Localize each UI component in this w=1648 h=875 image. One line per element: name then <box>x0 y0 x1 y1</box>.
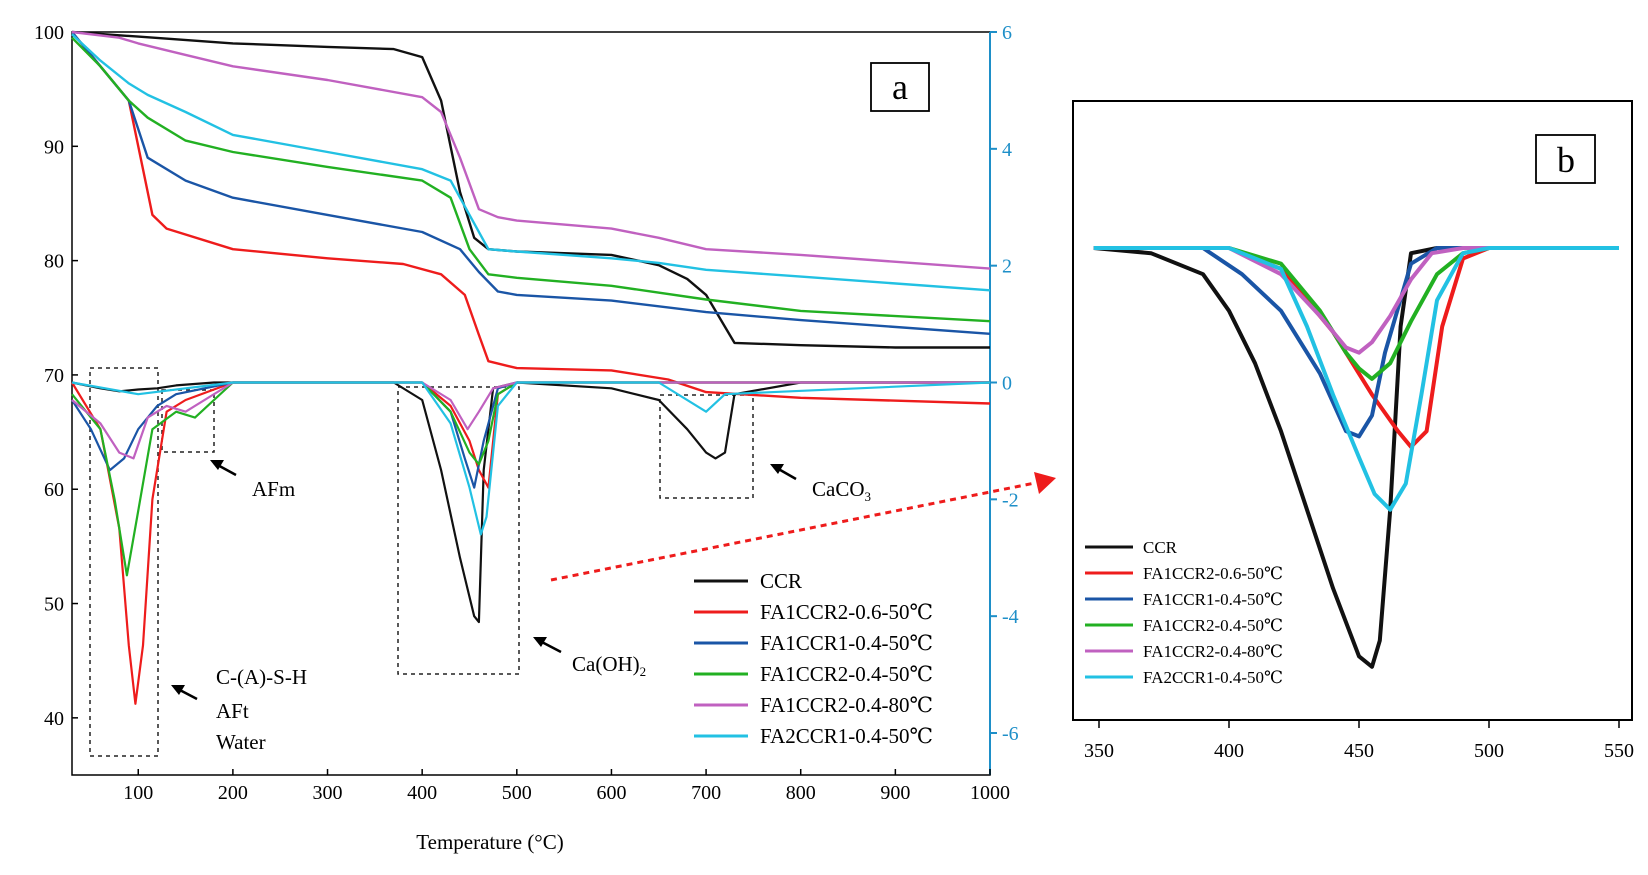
panel-a-legend: CCR FA1CCR2-0.6-50℃ FA1CCR1-0.4-50℃ FA1CCR2… <box>694 569 933 748</box>
panel-b-curves <box>1093 246 1619 669</box>
annotation-caco3-text: CaCO <box>812 477 865 501</box>
b-x-tick-label-450: 450 <box>1344 740 1374 762</box>
annotation-box-caoh2 <box>397 386 520 675</box>
a-y-tick-label-left-90: 90 <box>44 136 64 158</box>
panel-a-y-ticks-right: -6 -4 -2 0 2 4 6 <box>990 22 1019 745</box>
annotation-box-caco3 <box>659 394 754 499</box>
arrow-caoh2-head <box>533 637 547 647</box>
panel-b: 350 400 450 500 550 b CCR FA1CCR2-0.6-50℃ FA1C… <box>1072 100 1634 762</box>
a-x-tick-label-100: 100 <box>123 782 153 804</box>
panel-a-x-axis-label: Temperature (°C) <box>416 830 563 854</box>
zoom-connector-line <box>550 481 1036 582</box>
b-x-tick-label-400: 400 <box>1214 740 1244 762</box>
b-x-tick-label-350: 350 <box>1084 740 1114 762</box>
a-legend-label-0: CCR <box>760 569 802 593</box>
arrow-afm-head <box>210 460 224 470</box>
b-legend-label-3: FA1CCR2-0.4-50℃ <box>1143 616 1283 635</box>
a-legend-label-3: FA1CCR2-0.4-50℃ <box>760 662 933 686</box>
b-x-tick-label-550: 550 <box>1604 740 1634 762</box>
a-y-tick-label-right-2: 2 <box>1002 256 1012 278</box>
annotation-csh: C-(A)-S-H <box>216 665 307 689</box>
panel-a-label-box <box>870 62 930 112</box>
a-x-tick-label-900: 900 <box>880 782 910 804</box>
a-y-tick-label-right--6: -6 <box>1002 723 1019 745</box>
a-y-tick-label-left-50: 50 <box>44 594 64 616</box>
b-legend-label-4: FA1CCR2-0.4-80℃ <box>1143 642 1283 661</box>
panel-a-tg-curves <box>71 30 991 405</box>
a-x-tick-label-1000: 1000 <box>970 782 1010 804</box>
annotation-caoh2-text: Ca(OH) <box>572 652 640 676</box>
tg-series-5-fa2ccr1-0-4-50 <box>71 33 991 292</box>
b-series-5-fa2ccr1-0-4-50 <box>1093 246 1619 512</box>
annotation-caoh2: Ca(OH)2 <box>572 652 646 679</box>
a-legend-label-1: FA1CCR2-0.6-50℃ <box>760 600 933 624</box>
a-legend-label-5: FA2CCR1-0.4-50℃ <box>760 724 933 748</box>
panel-a-x-ticks: 100 200 300 400 500 600 700 800 900 1000 <box>123 769 1010 804</box>
b-series-4-fa1ccr2-0-4-80 <box>1093 246 1619 355</box>
annotation-aft: AFt <box>216 699 249 723</box>
a-y-tick-label-left-80: 80 <box>44 251 64 273</box>
a-y-tick-label-right--4: -4 <box>1002 606 1019 628</box>
a-y-tick-label-left-40: 40 <box>44 708 64 730</box>
a-y-tick-label-right--2: -2 <box>1002 489 1019 511</box>
panel-b-label-box <box>1535 134 1596 184</box>
b-legend-label-1: FA1CCR2-0.6-50℃ <box>1143 564 1283 583</box>
panel-a-label: a <box>892 67 908 107</box>
panel-b-plot-frame <box>1072 100 1633 721</box>
annotation-afm: AFm <box>252 477 295 501</box>
a-legend-label-4: FA1CCR2-0.4-80℃ <box>760 693 933 717</box>
annotation-arrows <box>171 460 797 701</box>
panel-a: 100 200 300 400 500 600 700 800 900 1000 40506070… <box>34 22 1019 854</box>
a-x-tick-label-600: 600 <box>596 782 626 804</box>
a-x-tick-label-300: 300 <box>313 782 343 804</box>
a-legend-label-2: FA1CCR1-0.4-50℃ <box>760 631 933 655</box>
b-x-tick-label-500: 500 <box>1474 740 1504 762</box>
a-x-tick-label-700: 700 <box>691 782 721 804</box>
dtg-series-0-ccr <box>71 381 990 624</box>
a-x-tick-label-500: 500 <box>502 782 532 804</box>
tg-series-1-fa1ccr2-0-6-50 <box>71 31 991 405</box>
zoom-connector-head <box>1034 472 1056 494</box>
a-y-tick-label-right-6: 6 <box>1002 22 1012 44</box>
tg-series-3-fa1ccr2-0-4-50 <box>71 36 991 323</box>
a-x-tick-label-400: 400 <box>407 782 437 804</box>
panel-b-label: b <box>1557 140 1575 180</box>
panel-b-legend: CCR FA1CCR2-0.6-50℃ FA1CCR1-0.4-50℃ FA1CCR2… <box>1085 538 1283 687</box>
dtg-series-5-fa2ccr1-0-4-50 <box>71 381 991 536</box>
tg-series-2-fa1ccr1-0-4-50 <box>71 31 991 335</box>
dtg-series-1-fa1ccr2-0-6-50 <box>71 381 990 705</box>
arrow-csh-head <box>171 685 185 695</box>
a-y-tick-label-left-70: 70 <box>44 365 64 387</box>
annotation-box-afm <box>161 389 215 453</box>
b-legend-label-5: FA2CCR1-0.4-50℃ <box>1143 668 1283 687</box>
a-y-tick-label-left-60: 60 <box>44 479 64 501</box>
annotation-box-csh <box>89 367 159 757</box>
a-y-tick-label-right-4: 4 <box>1002 139 1012 161</box>
zoom-connector-arrow <box>550 472 1056 582</box>
b-legend-label-0: CCR <box>1143 538 1178 557</box>
annotation-caco3-subscript: 3 <box>865 489 872 504</box>
annotation-caco3: CaCO3 <box>812 477 871 504</box>
annotation-caoh2-subscript: 2 <box>640 664 647 679</box>
a-y-tick-label-right-0: 0 <box>1002 373 1012 395</box>
panel-a-y-ticks-left: 40 50 60 70 80 90 100 <box>34 22 78 730</box>
arrow-caco3-head <box>770 464 784 474</box>
a-y-tick-label-left-100: 100 <box>34 22 64 44</box>
b-legend-label-2: FA1CCR1-0.4-50℃ <box>1143 590 1283 609</box>
panel-a-dtg-curves <box>71 381 991 705</box>
b-series-2-fa1ccr1-0-4-50 <box>1093 246 1619 439</box>
panel-b-x-ticks: 350 400 450 500 550 <box>1084 720 1634 762</box>
tg-series-4-fa1ccr2-0-4-80 <box>71 30 991 270</box>
annotation-water: Water <box>216 730 266 754</box>
a-x-tick-label-800: 800 <box>786 782 816 804</box>
a-x-tick-label-200: 200 <box>218 782 248 804</box>
